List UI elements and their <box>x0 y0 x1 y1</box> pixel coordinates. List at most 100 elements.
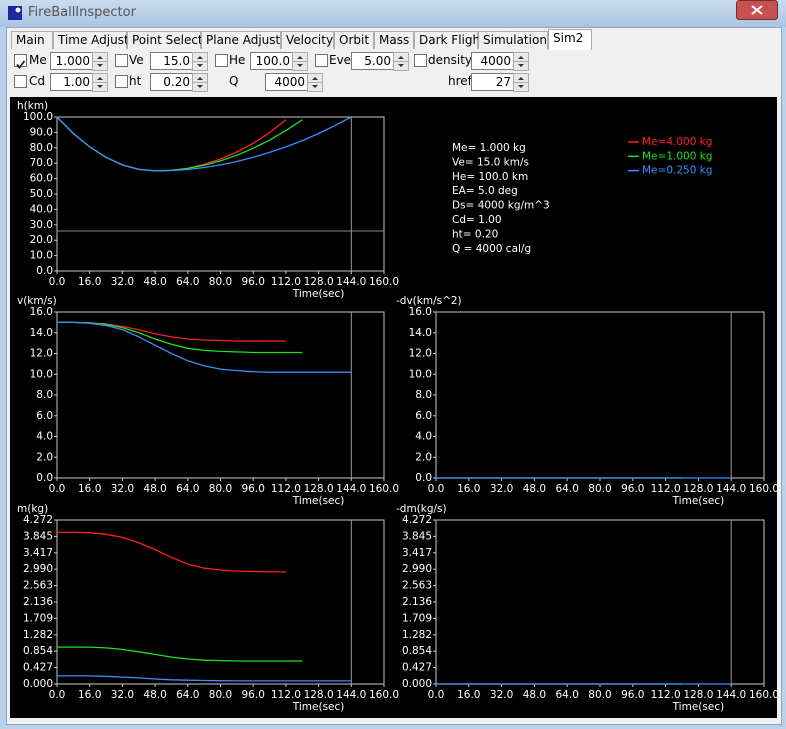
x-tick-label: 160.0 <box>369 276 399 288</box>
spinner[interactable] <box>192 52 208 71</box>
control-label: Q <box>229 74 239 88</box>
tab[interactable]: Simulation <box>478 31 548 49</box>
checkbox[interactable] <box>14 54 27 69</box>
y-tick-label: 3.417 <box>402 547 432 559</box>
tab[interactable]: Main <box>11 31 53 49</box>
number-input[interactable]: 0.20 <box>150 73 193 91</box>
x-tick-label: 16.0 <box>457 483 480 495</box>
y-tick-label: 4.0 <box>415 431 432 443</box>
tab[interactable]: Plane Adjust <box>201 31 281 49</box>
x-tick-label: 96.0 <box>621 689 644 701</box>
y-tick-label: 0.427 <box>402 662 432 674</box>
x-tick-label: 112.0 <box>271 276 301 288</box>
spinner[interactable] <box>192 73 208 92</box>
tab[interactable]: Sim2 <box>548 29 592 50</box>
x-tick-label: 80.0 <box>588 483 611 495</box>
checkbox[interactable] <box>215 54 228 67</box>
y-tick-label: 70.0 <box>30 157 53 169</box>
control-label: href <box>448 74 472 88</box>
y-tick-label: 10.0 <box>30 250 53 262</box>
y-tick-label: 4.272 <box>402 514 432 526</box>
y-tick-label: 1.709 <box>402 612 432 624</box>
y-tick-label: 0.854 <box>23 645 53 657</box>
number-input[interactable]: 100.0 <box>250 52 293 70</box>
spinner[interactable] <box>513 73 529 92</box>
y-tick-label: 30.0 <box>30 219 53 231</box>
spinner[interactable] <box>92 73 108 92</box>
checkbox[interactable] <box>115 75 128 88</box>
x-tick-label: 128.0 <box>304 276 334 288</box>
spinner[interactable] <box>393 52 409 71</box>
tab[interactable]: Velocity <box>281 31 334 49</box>
x-tick-label: 48.0 <box>143 483 166 495</box>
checkbox[interactable] <box>115 54 128 67</box>
x-tick-label: 64.0 <box>556 483 579 495</box>
spinner-arrows <box>193 77 207 88</box>
control-label: Me <box>29 53 47 67</box>
control-label: density <box>428 53 472 67</box>
close-button[interactable] <box>736 0 778 20</box>
x-tick-label: 64.0 <box>176 483 199 495</box>
y-tick-label: 0.0 <box>415 472 432 484</box>
y-tick-label: 90.0 <box>30 126 53 138</box>
info-line: He= 100.0 km <box>452 171 528 183</box>
y-tick-label: 1.282 <box>23 629 53 641</box>
checkbox[interactable] <box>315 54 328 67</box>
spinner-arrows <box>293 56 307 67</box>
control-label: He <box>229 53 246 67</box>
tab[interactable]: Dark Flight <box>414 31 485 49</box>
spinner[interactable] <box>92 52 108 71</box>
spinner-arrows <box>514 77 528 88</box>
spinner[interactable] <box>307 73 323 92</box>
x-tick-label: 144.0 <box>336 483 366 495</box>
number-input[interactable]: 5.00 <box>351 52 394 70</box>
y-axis-label: m(kg) <box>17 503 48 515</box>
checkbox[interactable] <box>414 54 427 67</box>
x-tick-label: 96.0 <box>242 483 265 495</box>
spinner[interactable] <box>513 52 529 71</box>
tab[interactable]: Point Select <box>127 31 203 49</box>
y-tick-label: 0.854 <box>402 645 432 657</box>
y-axis-label: -dm(kg/s) <box>396 503 447 515</box>
tab[interactable]: Orbit <box>334 31 374 49</box>
y-tick-label: 10.0 <box>30 368 53 380</box>
x-tick-label: 80.0 <box>588 689 611 701</box>
control-label: Eve <box>329 53 352 67</box>
y-tick-label: 3.845 <box>402 530 432 542</box>
tab[interactable]: Time Adjust <box>53 31 129 49</box>
x-tick-label: 112.0 <box>271 483 301 495</box>
x-tick-label: 16.0 <box>78 689 101 701</box>
y-tick-label: 1.709 <box>23 612 53 624</box>
y-tick-label: 12.0 <box>30 348 53 360</box>
y-tick-label: 0.000 <box>402 678 432 690</box>
y-axis-label: v(km/s) <box>17 295 57 307</box>
checkbox[interactable] <box>14 75 27 88</box>
x-tick-label: 64.0 <box>556 689 579 701</box>
x-tick-label: 128.0 <box>683 689 713 701</box>
x-tick-label: 16.0 <box>78 483 101 495</box>
info-line: Me= 1.000 kg <box>452 142 526 154</box>
y-tick-label: 0.0 <box>36 265 53 277</box>
spinner-arrows <box>514 56 528 67</box>
y-tick-label: 6.0 <box>36 410 53 422</box>
y-axis-label: h(km) <box>17 100 48 112</box>
info-line: Cd= 1.00 <box>452 214 502 226</box>
x-tick-label: 112.0 <box>651 483 681 495</box>
x-tick-label: 64.0 <box>176 276 199 288</box>
y-tick-label: 8.0 <box>415 389 432 401</box>
number-input[interactable]: 15.0 <box>150 52 193 70</box>
y-tick-label: 3.417 <box>23 547 53 559</box>
y-tick-label: 2.990 <box>402 563 432 575</box>
x-axis-label: Time(sec) <box>672 495 725 507</box>
check-mark <box>16 60 26 69</box>
tab[interactable]: Mass <box>374 31 414 49</box>
number-input[interactable]: 1.000 <box>50 52 93 70</box>
x-tick-label: 32.0 <box>111 276 134 288</box>
number-input[interactable]: 4000 <box>471 52 514 70</box>
spinner[interactable] <box>292 52 308 71</box>
x-axis-label: Time(sec) <box>292 495 345 507</box>
spinner-arrows <box>193 56 207 67</box>
y-tick-label: 60.0 <box>30 173 53 185</box>
info-line: Q = 4000 cal/g <box>452 243 531 255</box>
